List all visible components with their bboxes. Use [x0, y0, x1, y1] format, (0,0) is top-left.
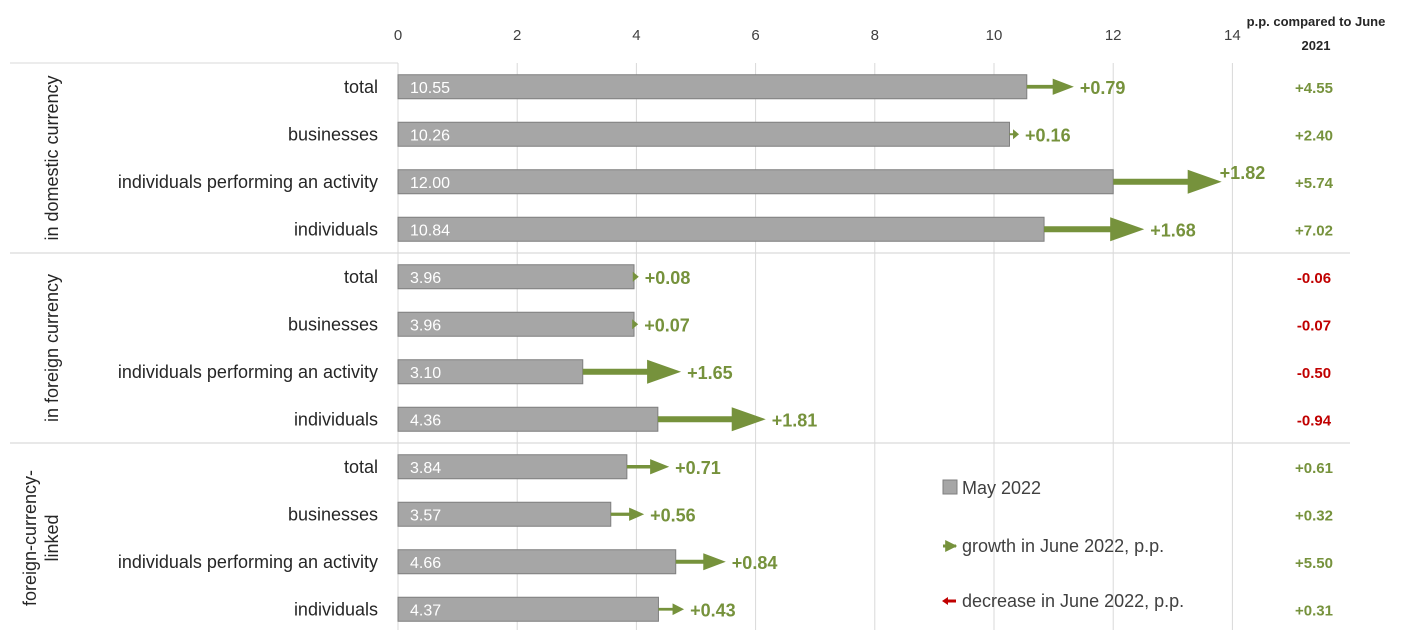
pp-value: +2.40 [1295, 127, 1333, 144]
category-label: individuals [294, 599, 378, 619]
change-arrow [1113, 169, 1222, 194]
value-bar [397, 501, 612, 527]
legend-decrease-label: decrease in June 2022, p.p. [962, 591, 1184, 611]
chart-rows: total 10.55 +0.79 businesses 10.26 +0.16 indiv… [118, 74, 1266, 622]
change-arrow [632, 271, 639, 282]
pp-value: +0.61 [1295, 460, 1333, 477]
bar-value-label: 4.36 [410, 412, 441, 429]
change-label: +1.82 [1220, 163, 1266, 183]
group-label: foreign-currency-linked [20, 470, 62, 606]
change-label: +0.08 [645, 268, 691, 288]
pp-column: p.p. compared to June 2021 +4.55 +2.40 +5.… [1247, 14, 1386, 619]
bar-value-label: 12.00 [410, 175, 450, 192]
value-bar [397, 264, 635, 290]
legend-decrease-arrow-icon [942, 597, 956, 605]
category-label: businesses [288, 504, 378, 524]
change-arrow [657, 407, 766, 432]
legend-growth-label: growth in June 2022, p.p. [962, 536, 1164, 556]
change-arrow [675, 553, 726, 571]
value-bar [397, 454, 628, 480]
bar-value-label: 4.37 [410, 602, 441, 619]
bar-value-label: 3.96 [410, 317, 441, 334]
change-label: +0.16 [1025, 125, 1071, 145]
category-label: businesses [288, 314, 378, 334]
pp-value: +5.74 [1295, 175, 1334, 192]
x-tick-label: 14 [1224, 27, 1241, 44]
value-bar [397, 406, 659, 432]
x-tick-label: 12 [1105, 27, 1122, 44]
group-label: in domestic currency [42, 75, 62, 240]
value-bar [397, 74, 1028, 100]
pp-value: +0.31 [1295, 602, 1333, 619]
legend-bar-label: May 2022 [962, 478, 1041, 498]
change-arrow [610, 507, 645, 521]
change-arrow [1044, 217, 1145, 242]
pp-value: +5.50 [1295, 555, 1333, 572]
group-label-line: linked [42, 514, 62, 561]
change-label: +0.71 [675, 458, 721, 478]
change-label: +1.65 [687, 363, 733, 383]
category-label: total [344, 77, 378, 97]
pp-header-line2: 2021 [1302, 38, 1331, 53]
change-arrow [1026, 78, 1074, 95]
value-bar [397, 216, 1045, 242]
category-label: individuals [294, 409, 378, 429]
change-arrow [1009, 129, 1020, 140]
change-label: +0.07 [644, 315, 690, 335]
grid-lines [397, 63, 1233, 630]
pp-value: -0.94 [1297, 412, 1332, 429]
change-arrow [632, 319, 639, 330]
group-label: in foreign currency [42, 274, 62, 422]
change-arrow [626, 459, 670, 475]
bar-value-label: 3.10 [410, 365, 441, 382]
pp-value: -0.07 [1297, 317, 1331, 334]
category-label: businesses [288, 124, 378, 144]
category-label: total [344, 267, 378, 287]
pp-value: +4.55 [1295, 80, 1333, 97]
bar-value-label: 10.55 [410, 80, 450, 97]
legend-bar-swatch [942, 479, 958, 495]
legend: May 2022 growth in June 2022, p.p. decre… [942, 478, 1184, 611]
value-bar [397, 121, 1010, 147]
bar-value-label: 3.84 [410, 460, 441, 477]
change-label: +1.81 [772, 410, 818, 430]
x-tick-label: 6 [751, 27, 759, 44]
pp-value: +0.32 [1295, 507, 1333, 524]
bar-value-label: 10.84 [410, 222, 450, 239]
x-tick-label: 2 [513, 27, 521, 44]
x-tick-label: 8 [871, 27, 879, 44]
bar-value-label: 3.57 [410, 507, 441, 524]
bar-value-label: 3.96 [410, 270, 441, 287]
change-label: +0.84 [732, 553, 778, 573]
change-label: +0.79 [1080, 78, 1126, 98]
x-tick-label: 0 [394, 27, 402, 44]
category-label: total [344, 457, 378, 477]
bar-value-label: 4.66 [410, 555, 441, 572]
pp-value: +7.02 [1295, 222, 1333, 239]
x-tick-label: 4 [632, 27, 640, 44]
category-label: individuals performing an activity [118, 362, 378, 382]
group-labels: in domestic currency in foreign currency f… [20, 75, 62, 606]
pp-header-line1: p.p. compared to June [1247, 14, 1386, 29]
pp-value: -0.06 [1297, 270, 1331, 287]
bar-value-label: 10.26 [410, 127, 450, 144]
change-arrow [582, 359, 682, 384]
group-separators [10, 62, 1350, 444]
change-arrow [658, 603, 685, 616]
category-label: individuals [294, 219, 378, 239]
value-bar [397, 549, 677, 575]
value-bar [397, 169, 1114, 195]
group-label-line: foreign-currency- [20, 470, 40, 606]
value-bar [397, 311, 635, 337]
change-label: +0.56 [650, 505, 696, 525]
x-tick-label: 10 [986, 27, 1003, 44]
category-label: individuals performing an activity [118, 172, 378, 192]
pp-value: -0.50 [1297, 365, 1331, 382]
x-axis-ticks: 0 2 4 6 8 10 12 14 [394, 27, 1241, 44]
change-label: +1.68 [1150, 220, 1196, 240]
change-label: +0.43 [690, 600, 736, 620]
category-label: individuals performing an activity [118, 552, 378, 572]
